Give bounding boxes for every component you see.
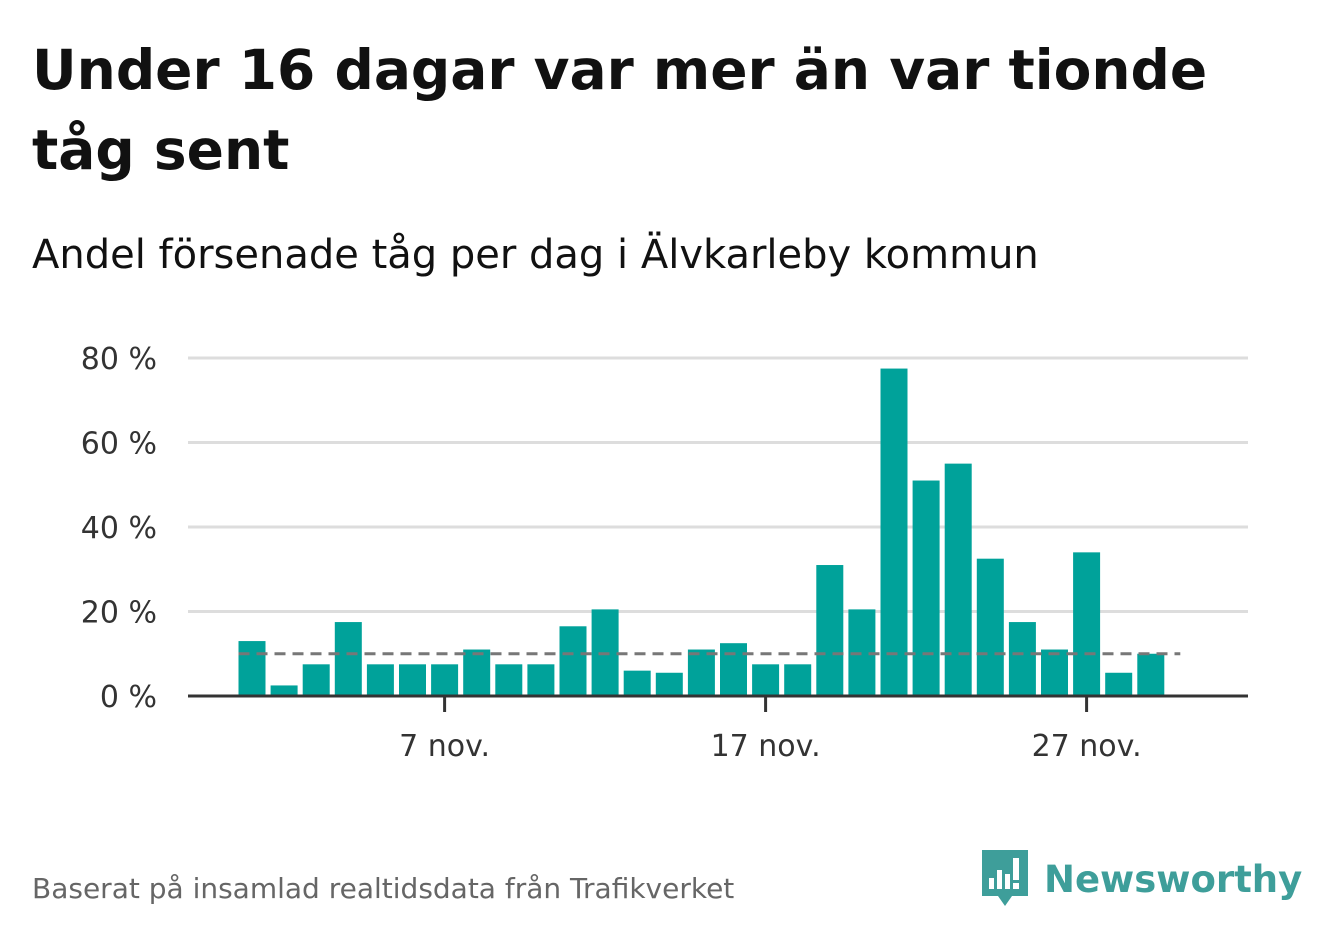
y-tick-label: 0 %: [100, 680, 157, 715]
axis-labels: 0 % 20 % 40 % 60 % 80 % 7 nov. 17 nov. 27 nov.: [81, 342, 1142, 764]
bar-29: [1137, 653, 1165, 696]
y-tick-label: 20 %: [81, 596, 157, 631]
bar-26: [1041, 649, 1068, 696]
bar-17: [752, 664, 780, 696]
bar-14: [655, 672, 683, 696]
bar-15: [687, 649, 715, 696]
bar-24: [976, 558, 1004, 696]
bar-5: [366, 664, 394, 696]
bar-19: [816, 565, 844, 696]
bar-chart: 0 % 20 % 40 % 60 % 80 % 7 nov. 17 nov. 27 nov.: [81, 342, 1248, 764]
chart-title: Under 16 dagar var mer än var tionde tåg…: [32, 38, 1208, 182]
bar-21: [880, 368, 908, 696]
y-tick-label: 80 %: [81, 342, 157, 377]
y-tick-label: 60 %: [81, 427, 157, 462]
x-axis: [188, 694, 1248, 712]
bar-11: [559, 626, 587, 696]
bar-10: [527, 664, 555, 696]
source-note: Baserat på insamlad realtidsdata från Tr…: [32, 872, 735, 905]
grid-lines: [188, 356, 1248, 613]
x-tick-label: 27 nov.: [1032, 729, 1142, 764]
bar-27: [1073, 552, 1101, 696]
bar-28: [1105, 672, 1133, 696]
x-tick-label: 17 nov.: [711, 729, 821, 764]
bars: [238, 368, 1165, 696]
bar-23: [944, 463, 972, 696]
brand-logo-group: Newsworthy: [980, 848, 1302, 910]
bar-25: [1008, 622, 1036, 696]
chart-subtitle: Andel försenade tåg per dag i Älvkarleby…: [32, 232, 1039, 278]
x-tick-label: 7 nov.: [399, 729, 490, 764]
bar-18: [784, 664, 812, 696]
brand-name: Newsworthy: [1044, 857, 1303, 901]
bar-3: [302, 664, 330, 696]
bar-22: [912, 480, 940, 696]
bar-2: [270, 685, 298, 696]
bar-7: [431, 664, 459, 696]
bar-13: [623, 670, 651, 696]
y-tick-label: 40 %: [81, 511, 157, 546]
bar-6: [399, 664, 426, 696]
bar-16: [720, 643, 747, 696]
bar-9: [495, 664, 523, 696]
bar-1: [238, 641, 266, 696]
bar-8: [463, 649, 491, 696]
bar-4: [334, 622, 362, 696]
newsworthy-logo-icon: [982, 850, 1028, 906]
